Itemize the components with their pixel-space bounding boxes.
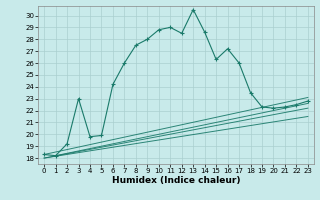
X-axis label: Humidex (Indice chaleur): Humidex (Indice chaleur): [112, 176, 240, 185]
